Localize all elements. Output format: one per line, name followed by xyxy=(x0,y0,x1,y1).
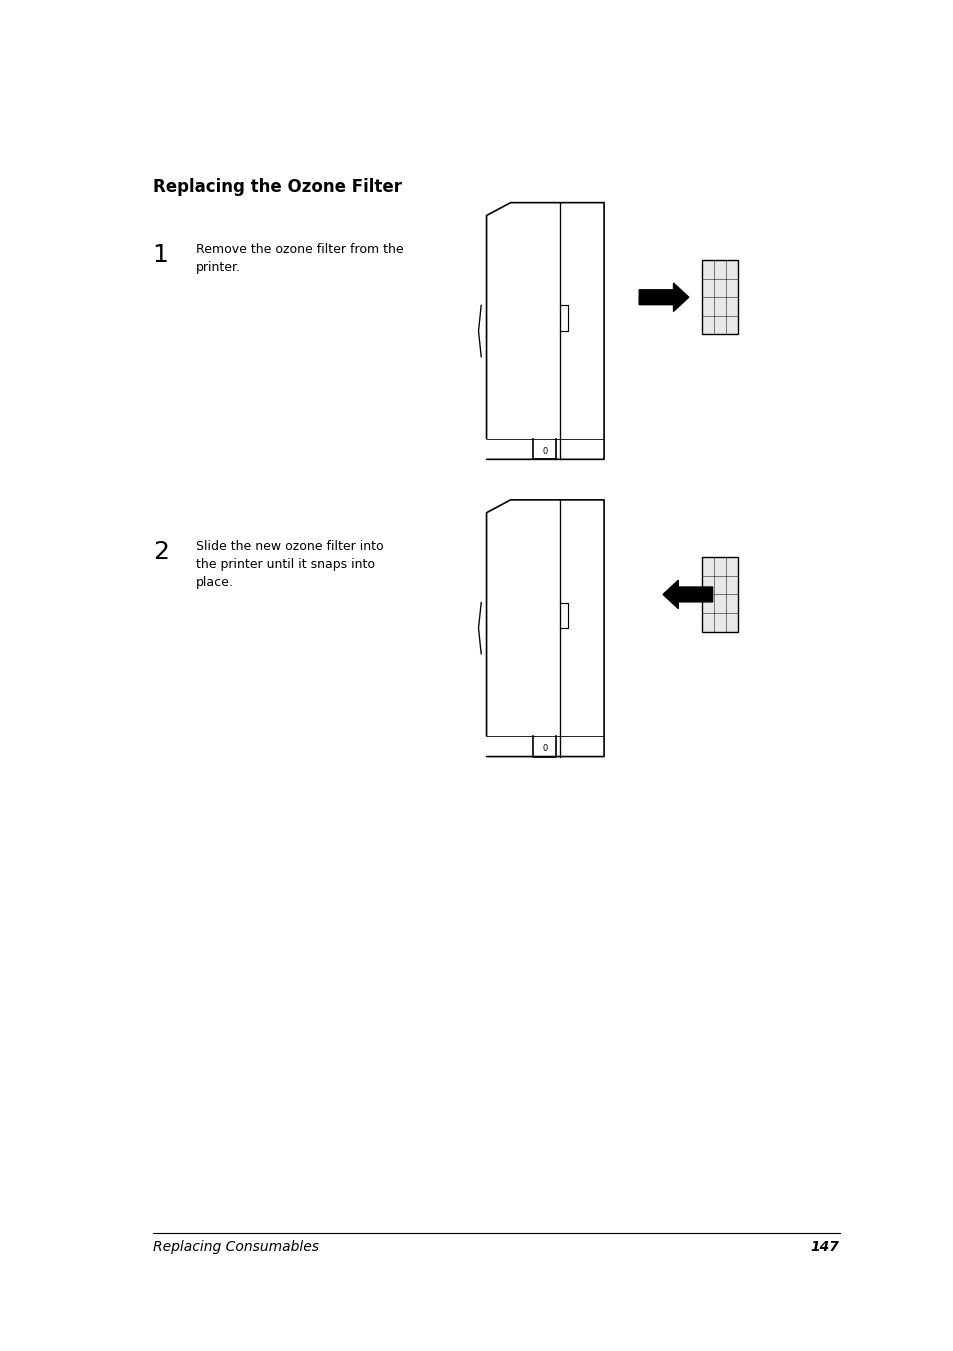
Text: 1: 1 xyxy=(152,243,169,267)
Text: 0: 0 xyxy=(542,447,547,457)
Polygon shape xyxy=(701,261,738,334)
Text: 2: 2 xyxy=(152,540,169,565)
FancyArrow shape xyxy=(639,284,688,311)
Text: Replacing Consumables: Replacing Consumables xyxy=(152,1240,318,1254)
Text: Remove the ozone filter from the
printer.: Remove the ozone filter from the printer… xyxy=(195,243,403,274)
FancyArrow shape xyxy=(662,581,712,608)
Text: 147: 147 xyxy=(810,1240,839,1254)
Text: 0: 0 xyxy=(542,744,547,754)
Polygon shape xyxy=(701,558,738,631)
Text: Replacing the Ozone Filter: Replacing the Ozone Filter xyxy=(152,178,401,196)
Text: Slide the new ozone filter into
the printer until it snaps into
place.: Slide the new ozone filter into the prin… xyxy=(195,540,383,589)
